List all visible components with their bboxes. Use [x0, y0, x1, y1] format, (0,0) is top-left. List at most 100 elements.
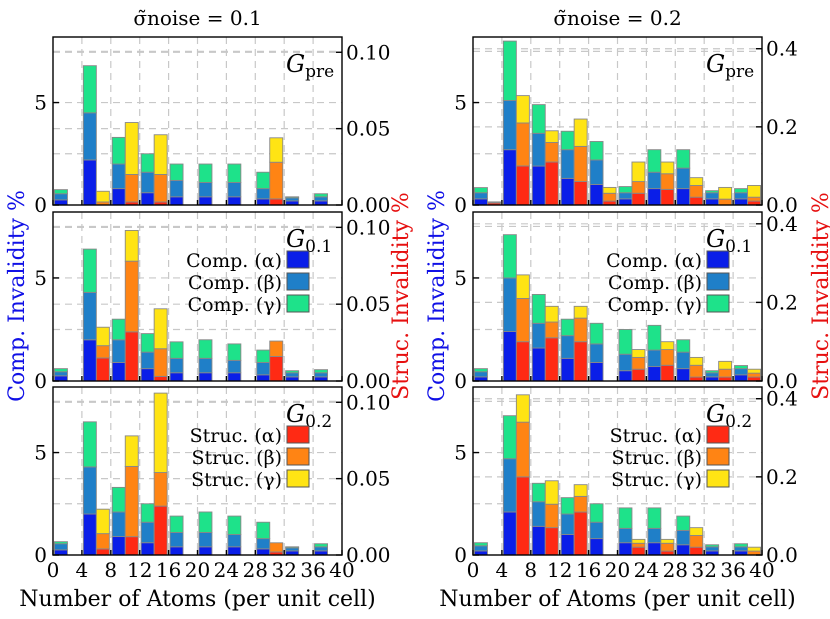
- bar-struc-alpha: [515, 341, 530, 382]
- bar-struc-beta: [153, 174, 168, 203]
- bar-struc-gamma: [95, 326, 110, 347]
- bar-comp-gamma: [169, 515, 184, 533]
- x-axis-label: Number of Atoms (per unit cell): [439, 587, 795, 612]
- bar-comp-beta: [618, 192, 633, 200]
- bar-comp-beta: [227, 534, 242, 548]
- bar-comp-gamma: [314, 193, 329, 198]
- bar-comp-alpha: [227, 546, 242, 556]
- bar-comp-beta: [705, 546, 720, 552]
- tick-label-x: 0: [467, 558, 480, 582]
- bar-struc-gamma: [544, 480, 559, 505]
- bar-comp-beta: [169, 357, 184, 374]
- bar-comp-beta: [198, 357, 213, 374]
- bar-comp-beta: [82, 291, 97, 341]
- tick-label-right: 0.4: [766, 212, 798, 236]
- bar-comp-gamma: [647, 507, 662, 529]
- bar-comp-beta: [473, 545, 488, 552]
- bar-comp-beta: [676, 529, 691, 546]
- bar-struc-gamma: [718, 360, 733, 370]
- bar-struc-alpha: [689, 196, 704, 206]
- tick-label-x: 12: [127, 558, 152, 582]
- bar-comp-gamma: [647, 149, 662, 173]
- bar-struc-alpha: [124, 536, 139, 556]
- bar-comp-gamma: [531, 482, 546, 503]
- bar-comp-gamma: [705, 190, 720, 194]
- column-title: σ̃noise = 0.1: [133, 6, 261, 30]
- bar-comp-gamma: [140, 333, 155, 353]
- legend-swatch: [706, 272, 730, 291]
- tick-label-left: 5: [34, 91, 47, 115]
- bar-comp-beta: [169, 532, 184, 548]
- bar-struc-alpha: [544, 337, 559, 382]
- tick-label-left: 0: [34, 543, 47, 567]
- legend-swatch: [706, 250, 730, 269]
- tick-label-right: 0.0: [766, 543, 798, 567]
- bar-struc-alpha: [631, 192, 646, 206]
- bar-struc-beta: [124, 260, 139, 333]
- tick-label-left: 5: [454, 266, 467, 290]
- bar-struc-gamma: [602, 186, 617, 194]
- bar-struc-beta: [269, 542, 284, 553]
- bar-struc-gamma: [660, 538, 675, 544]
- bar-struc-gamma: [689, 356, 704, 366]
- bar-comp-gamma: [82, 421, 97, 468]
- bar-comp-beta: [314, 372, 329, 378]
- tick-label-x: 36: [300, 558, 325, 582]
- bar-comp-beta: [589, 521, 604, 540]
- tick-label-right: 0.00: [346, 193, 391, 217]
- bar-comp-alpha: [111, 362, 126, 382]
- bar-comp-alpha: [705, 198, 720, 206]
- bar-comp-gamma: [111, 136, 126, 165]
- bar-comp-alpha: [734, 198, 748, 206]
- bar-comp-gamma: [502, 415, 517, 460]
- bar-comp-gamma: [473, 368, 488, 373]
- tick-label-x: 4: [76, 558, 89, 582]
- bar-comp-alpha: [502, 511, 517, 556]
- bar-comp-beta: [531, 501, 546, 527]
- legend-label: Comp. (β): [608, 272, 702, 294]
- tick-label-left: 0: [34, 193, 47, 217]
- bar-struc-beta: [660, 349, 675, 366]
- bar-comp-gamma: [82, 65, 97, 114]
- bar-comp-alpha: [140, 542, 155, 556]
- tick-label-x: 32: [691, 558, 716, 582]
- legend-swatch: [286, 469, 310, 488]
- tick-label-x: 8: [524, 558, 537, 582]
- bar-comp-beta: [285, 372, 300, 378]
- bar-comp-alpha: [256, 548, 271, 556]
- bar-comp-gamma: [734, 543, 748, 548]
- tick-label-x: 24: [634, 558, 659, 582]
- tick-label-right: 0.05: [346, 467, 391, 491]
- bar-struc-beta: [660, 542, 675, 552]
- y-axis-label-right-2: Struc. Invalidity %: [809, 192, 830, 400]
- bar-struc-alpha: [95, 548, 110, 556]
- bar-comp-gamma: [256, 349, 271, 363]
- bar-struc-gamma: [269, 137, 284, 163]
- bar-comp-gamma: [314, 543, 329, 548]
- bar-comp-gamma: [169, 163, 184, 181]
- tick-label-x: 36: [720, 558, 745, 582]
- bar-struc-beta: [124, 174, 139, 203]
- tick-label-left: 0: [454, 543, 467, 567]
- bar-comp-beta: [314, 546, 329, 552]
- legend-swatch: [286, 447, 310, 466]
- bar-comp-beta: [256, 188, 271, 200]
- bar-comp-alpha: [531, 525, 546, 556]
- tick-label-right: 0.10: [346, 390, 391, 414]
- tick-label-right: 0.2: [766, 465, 798, 489]
- bar-struc-gamma: [747, 185, 762, 198]
- bar-struc-alpha: [573, 181, 588, 206]
- bar-comp-beta: [53, 543, 68, 551]
- legend-swatch: [286, 272, 310, 291]
- legend-label: Comp. (β): [188, 272, 282, 294]
- tick-label-x: 32: [271, 558, 296, 582]
- bar-struc-beta: [747, 372, 762, 378]
- tick-label-right: 0.05: [346, 292, 391, 316]
- bar-comp-beta: [53, 371, 68, 377]
- bar-comp-alpha: [169, 546, 184, 556]
- bar-struc-beta: [95, 345, 110, 359]
- panel-2-1: 0 5 0.0 0.2 0.4 Gpre σ̃noise = 0.2: [454, 6, 798, 217]
- bar-comp-gamma: [560, 130, 575, 151]
- bar-comp-beta: [647, 349, 662, 368]
